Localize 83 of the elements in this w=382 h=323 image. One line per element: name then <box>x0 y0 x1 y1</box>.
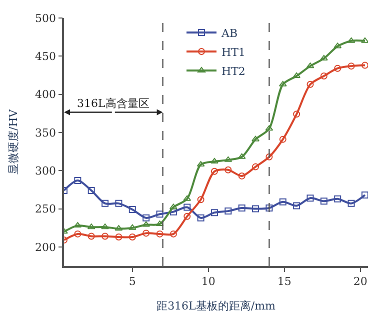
annotation: 316L高含量区 <box>77 97 150 110</box>
point <box>348 62 355 70</box>
point <box>306 62 314 68</box>
point <box>265 125 274 131</box>
point <box>266 204 273 212</box>
point <box>361 62 368 69</box>
point <box>361 37 368 43</box>
point <box>224 208 232 215</box>
point <box>169 204 178 210</box>
point <box>320 54 328 60</box>
point <box>224 166 232 174</box>
point <box>196 161 205 167</box>
point <box>210 168 218 175</box>
point <box>170 208 177 216</box>
point <box>88 186 95 194</box>
point <box>142 214 150 222</box>
point <box>156 230 164 238</box>
point <box>334 195 342 202</box>
y-tick-label: 400 <box>35 88 56 102</box>
point <box>114 225 123 231</box>
point <box>74 230 82 238</box>
point <box>252 205 260 212</box>
point <box>115 234 122 240</box>
point <box>293 202 300 210</box>
point <box>293 110 300 118</box>
point <box>348 200 355 207</box>
point <box>183 195 192 201</box>
point <box>238 172 246 180</box>
point <box>334 42 342 48</box>
point <box>184 204 191 211</box>
y-tick-label: 300 <box>35 164 56 178</box>
legend-label: HT1 <box>222 46 246 59</box>
point <box>101 224 109 230</box>
point <box>142 221 150 227</box>
point <box>128 206 136 214</box>
y-tick-label: 450 <box>35 50 56 63</box>
point <box>128 234 136 240</box>
point <box>74 222 82 228</box>
x-tick-label: 5 <box>128 274 136 288</box>
point <box>156 210 164 218</box>
y-tick-label: 200 <box>35 240 56 254</box>
point <box>197 214 204 222</box>
point <box>74 177 82 184</box>
point <box>279 198 286 206</box>
legend-label: AB <box>220 26 238 40</box>
point <box>128 224 136 230</box>
point <box>306 80 314 88</box>
point <box>278 80 287 86</box>
point <box>170 230 177 238</box>
x-tick-label: 10 <box>201 274 216 288</box>
point <box>347 37 356 43</box>
point <box>197 196 204 204</box>
point <box>266 153 273 160</box>
point <box>88 232 95 240</box>
point <box>184 212 191 220</box>
point <box>238 153 246 159</box>
point <box>320 72 328 80</box>
point <box>238 204 246 212</box>
point <box>320 198 328 205</box>
point <box>156 220 164 226</box>
point <box>306 194 314 202</box>
y-tick-label: 500 <box>35 12 56 25</box>
point <box>252 136 260 142</box>
point <box>102 232 109 240</box>
x-axis-title: 距316L基板的距离/mm <box>156 300 276 313</box>
legend-label: HT2 <box>222 64 246 78</box>
point <box>224 156 232 162</box>
point <box>210 209 218 216</box>
x-tick-label: 20 <box>353 274 368 288</box>
point <box>252 163 260 170</box>
point <box>115 200 122 207</box>
y-tick-label: 250 <box>35 202 56 216</box>
point <box>292 72 301 78</box>
y-axis-title: 显微硬度/HV <box>7 108 20 175</box>
point <box>87 224 96 230</box>
point <box>210 158 218 164</box>
point <box>334 64 342 72</box>
x-tick-label: 15 <box>277 274 292 288</box>
point <box>142 230 150 237</box>
point <box>279 136 286 143</box>
point <box>361 192 368 199</box>
y-tick-label: 350 <box>35 126 56 140</box>
point <box>102 200 109 207</box>
